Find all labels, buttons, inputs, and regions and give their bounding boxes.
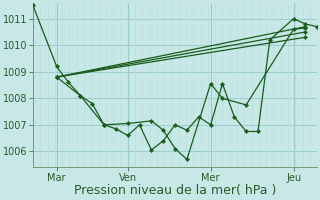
X-axis label: Pression niveau de la mer( hPa ): Pression niveau de la mer( hPa ) [74, 184, 276, 197]
